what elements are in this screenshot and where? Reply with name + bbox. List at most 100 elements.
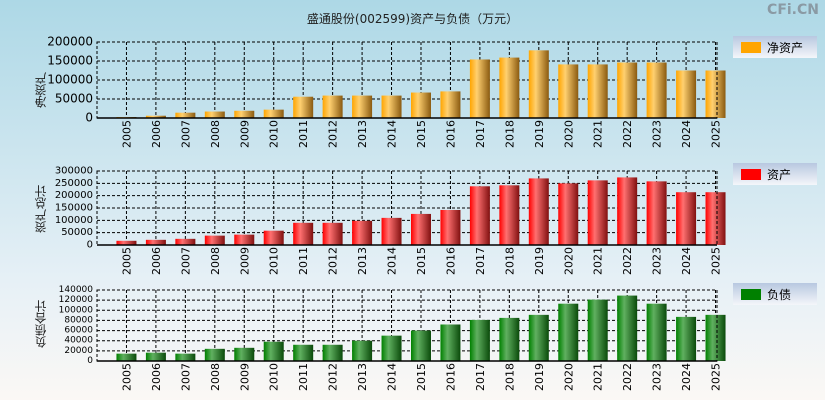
bar-2013 [352, 340, 373, 361]
watermark: CFi.CN [767, 2, 819, 18]
bar-2017 [469, 319, 490, 361]
bar-2020 [558, 64, 579, 118]
x-tick-label: 2012 [327, 120, 340, 148]
y-tick-label: 120000 [59, 295, 94, 305]
x-tick-label: 2024 [680, 120, 693, 148]
bar-2015 [410, 213, 431, 245]
y-tick-label: 0 [87, 240, 93, 251]
bar-2011 [293, 96, 314, 118]
x-tick-label: 2007 [179, 363, 192, 391]
x-tick-label: 2016 [444, 120, 457, 148]
x-tick-label: 2014 [386, 120, 399, 148]
y-tick-label: 100000 [47, 73, 93, 87]
y-tick-label: 60000 [64, 326, 93, 336]
bar-2019 [528, 50, 549, 118]
bar-2015 [410, 92, 431, 118]
x-tick-label: 2019 [533, 120, 546, 148]
y-tick-label: 150000 [47, 54, 93, 68]
y-axis-label-2: 资产总计 [34, 185, 48, 233]
bar-2023 [646, 62, 667, 118]
x-tick-label: 2014 [386, 247, 399, 275]
x-tick-label: 2025 [710, 120, 723, 148]
bar-2007 [175, 353, 196, 361]
bar-2017 [469, 186, 490, 245]
bar-2013 [352, 95, 373, 118]
x-tick-label: 2009 [238, 247, 251, 275]
bar-2024 [676, 316, 697, 361]
y-tick-label: 40000 [64, 336, 93, 346]
x-tick-label: 2013 [356, 363, 369, 391]
x-tick-label: 2022 [621, 363, 634, 391]
x-tick-label: 2007 [179, 120, 192, 148]
x-tick-label: 2017 [474, 247, 487, 275]
legend-net-assets: 净资产 [733, 36, 817, 58]
bar-2014 [381, 335, 402, 361]
x-tick-label: 2012 [327, 363, 340, 391]
x-tick-label: 2019 [533, 363, 546, 391]
bar-2012 [322, 95, 343, 118]
x-tick-label: 2017 [474, 363, 487, 391]
bar-2007 [175, 238, 196, 245]
bar-2014 [381, 217, 402, 245]
y-axis-label-1: 净资产 [34, 72, 48, 108]
x-tick-label: 2014 [386, 363, 399, 391]
x-tick-label: 2024 [680, 247, 693, 275]
legend-label: 资产 [767, 167, 792, 182]
x-tick-label: 2021 [592, 247, 605, 275]
x-tick-label: 2011 [297, 120, 310, 148]
bar-2009 [234, 234, 255, 245]
y-tick-label: 50000 [61, 227, 93, 238]
bar-2013 [352, 220, 373, 245]
y-tick-label: 100000 [59, 305, 94, 315]
y-tick-label: 100000 [55, 215, 93, 226]
bar-2025 [705, 314, 726, 361]
x-tick-label: 2019 [533, 247, 546, 275]
y-tick-label: 0 [85, 111, 93, 125]
x-tick-label: 2020 [562, 120, 575, 148]
x-tick-label: 2011 [297, 247, 310, 275]
bar-2006 [145, 115, 166, 118]
x-tick-label: 2023 [651, 363, 664, 391]
x-tick-label: 2020 [562, 363, 575, 391]
x-tick-label: 2020 [562, 247, 575, 275]
bar-2018 [499, 185, 520, 245]
x-tick-label: 2005 [120, 247, 133, 275]
bar-2025 [705, 70, 726, 118]
bar-2024 [676, 70, 697, 118]
y-tick-label: 200000 [55, 190, 93, 201]
legend-swatch [741, 41, 761, 53]
x-tick-label: 2017 [474, 120, 487, 148]
x-tick-label: 2023 [651, 247, 664, 275]
bar-2011 [293, 222, 314, 245]
y-tick-label: 0 [87, 356, 93, 366]
bar-2019 [528, 178, 549, 245]
x-tick-label: 2016 [444, 363, 457, 391]
bar-2014 [381, 95, 402, 118]
x-tick-label: 2018 [503, 247, 516, 275]
x-tick-label: 2005 [120, 363, 133, 391]
bar-2008 [204, 235, 225, 245]
bar-2023 [646, 181, 667, 245]
y-tick-label: 140000 [59, 285, 94, 295]
x-tick-label: 2008 [209, 363, 222, 391]
bar-2008 [204, 348, 225, 361]
legend-label: 净资产 [767, 40, 804, 55]
bar-2020 [558, 183, 579, 245]
bar-2018 [499, 57, 520, 118]
x-tick-label: 2005 [120, 120, 133, 148]
x-tick-label: 2007 [179, 247, 192, 275]
x-tick-label: 2006 [150, 120, 163, 148]
y-tick-label: 150000 [55, 203, 93, 214]
bar-2022 [617, 177, 638, 245]
x-tick-label: 2021 [592, 120, 605, 148]
x-tick-label: 2013 [356, 120, 369, 148]
legend-swatch [741, 288, 761, 300]
bar-2015 [410, 330, 431, 361]
x-tick-label: 2023 [651, 120, 664, 148]
y-tick-label: 300000 [55, 166, 93, 177]
x-tick-label: 2010 [268, 363, 281, 391]
bar-2011 [293, 344, 314, 361]
x-tick-label: 2022 [621, 247, 634, 275]
x-tick-label: 2022 [621, 120, 634, 148]
